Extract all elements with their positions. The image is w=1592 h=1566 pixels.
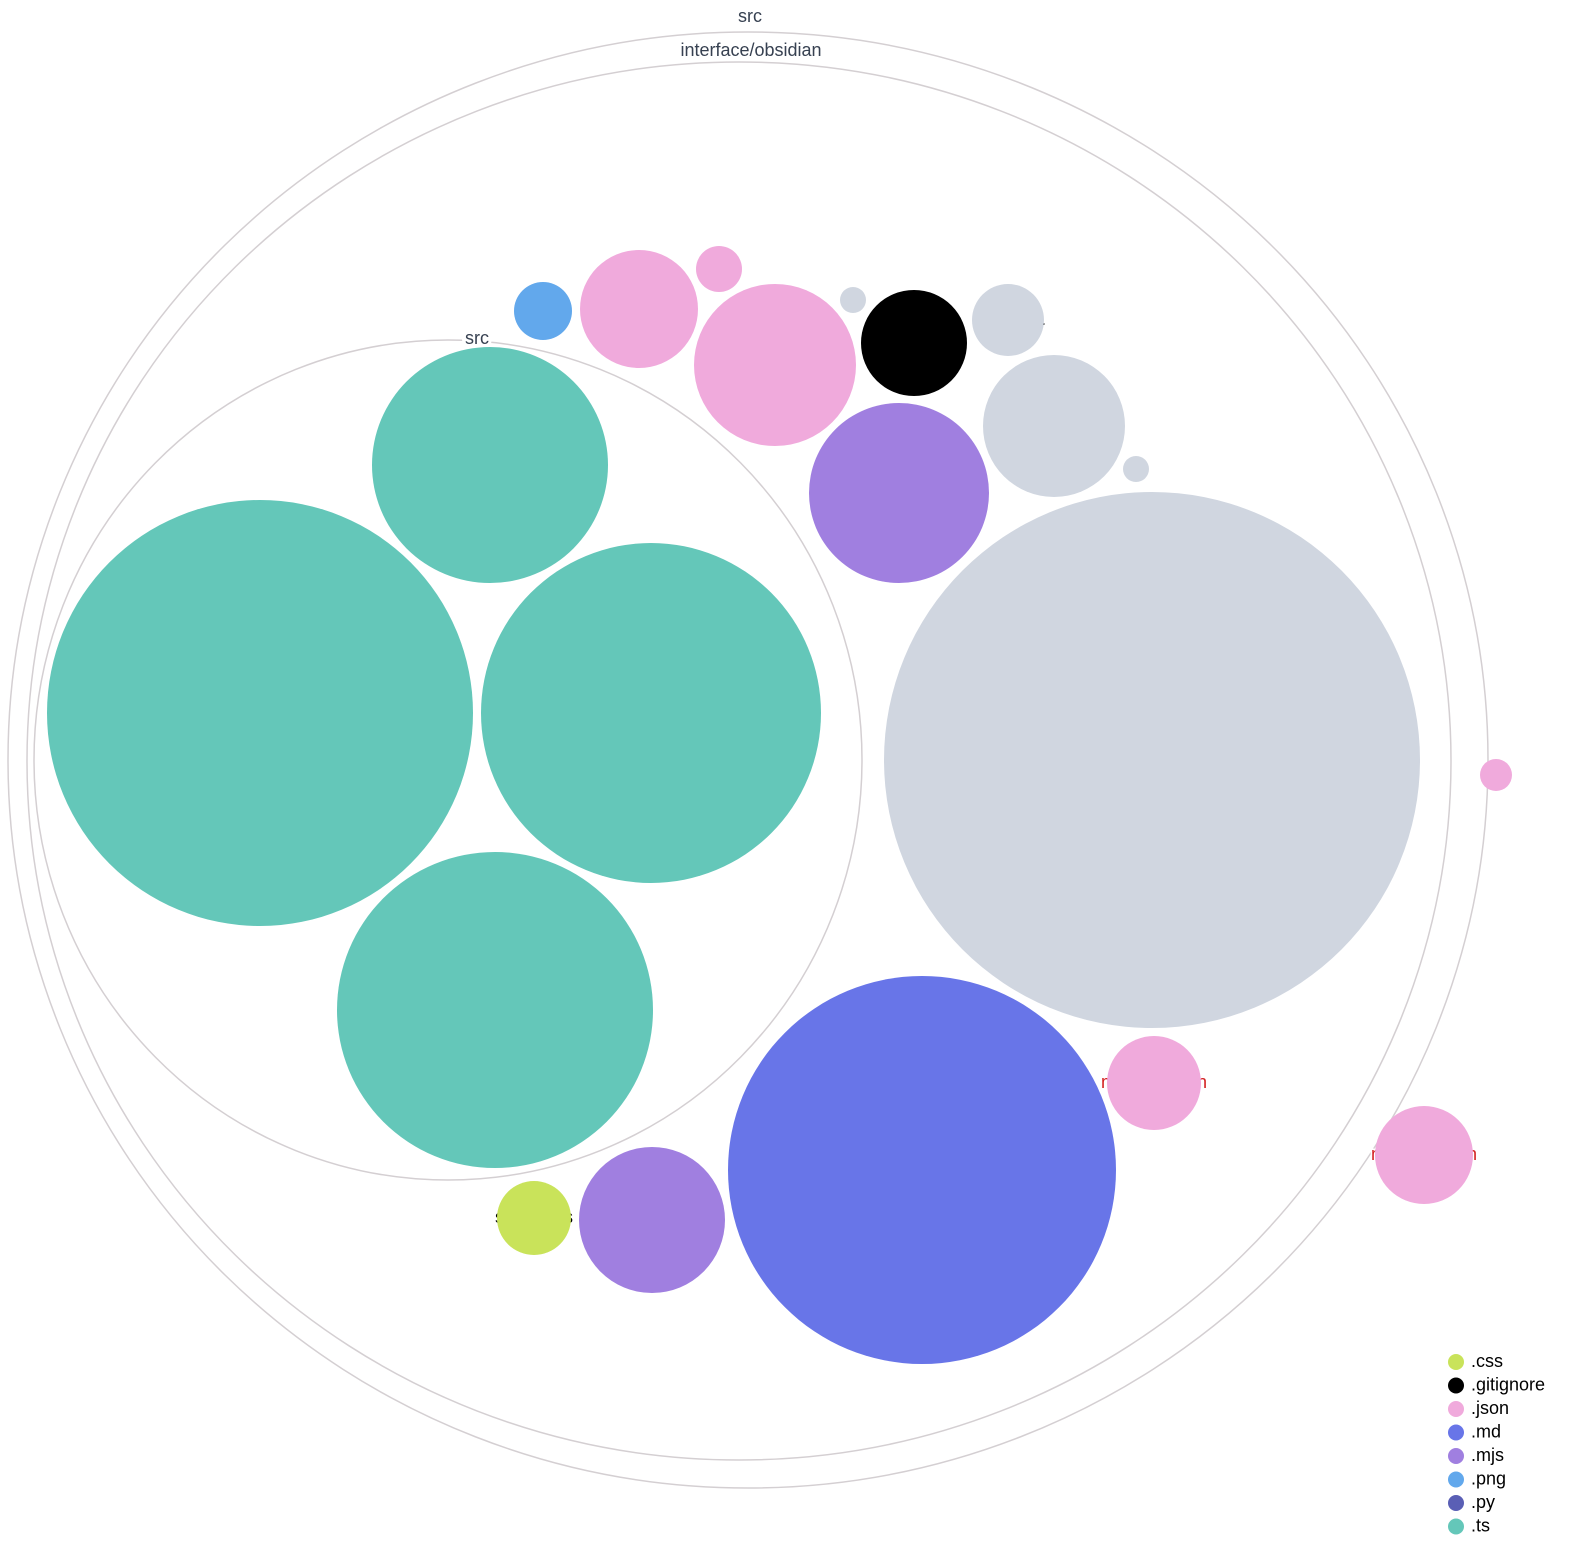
file-circle[interactable]	[884, 492, 1420, 1028]
legend-swatch	[1448, 1495, 1464, 1511]
legend-swatch	[1448, 1424, 1464, 1441]
file-circle[interactable]	[372, 347, 608, 583]
legend-swatch	[1448, 1448, 1464, 1464]
file-circle[interactable]	[728, 976, 1116, 1364]
file-circle[interactable]	[972, 284, 1044, 356]
file-circle[interactable]	[840, 287, 866, 313]
file-circle[interactable]	[861, 290, 967, 396]
file-circle[interactable]	[579, 1147, 725, 1293]
legend-label: .ts	[1471, 1515, 1490, 1535]
legend: .css .gitignore .json .md .mjs .png .py .ts	[1448, 1351, 1545, 1535]
legend-swatch	[1448, 1518, 1464, 1535]
folder-ring[interactable]	[33, 339, 863, 1181]
legend-label: .md	[1471, 1421, 1501, 1441]
file-circle[interactable]	[1480, 759, 1512, 791]
file-circle[interactable]	[1107, 1036, 1201, 1130]
legend-label: .py	[1471, 1492, 1495, 1512]
legend-label: .json	[1471, 1398, 1509, 1418]
file-circle[interactable]	[1375, 1106, 1473, 1204]
folder-label: src	[465, 328, 489, 348]
legend-label: .png	[1471, 1468, 1506, 1488]
legend-swatch	[1448, 1471, 1464, 1488]
file-circle[interactable]	[1123, 456, 1149, 482]
file-circle[interactable]	[694, 284, 856, 446]
folder-ring[interactable]	[26, 61, 1452, 1461]
legend-label: .css	[1471, 1351, 1503, 1371]
file-circle[interactable]	[809, 403, 989, 583]
legend-swatch	[1448, 1401, 1464, 1417]
file-circle[interactable]	[47, 500, 473, 926]
file-circle[interactable]	[514, 282, 572, 340]
legend-swatch	[1448, 1354, 1464, 1370]
file-circle[interactable]	[497, 1181, 571, 1255]
file-circle[interactable]	[696, 246, 742, 292]
file-circle[interactable]	[481, 543, 821, 883]
file-circle[interactable]	[580, 250, 698, 368]
folder-ring[interactable]	[7, 31, 1489, 1489]
file-circle[interactable]	[983, 355, 1125, 497]
file-circle[interactable]	[337, 852, 653, 1168]
legend-label: .mjs	[1471, 1445, 1504, 1465]
folder-label: interface/obsidian	[680, 40, 821, 60]
legend-label: .gitignore	[1471, 1374, 1545, 1394]
legend-swatch	[1448, 1377, 1464, 1394]
folder-label: src	[738, 6, 762, 26]
